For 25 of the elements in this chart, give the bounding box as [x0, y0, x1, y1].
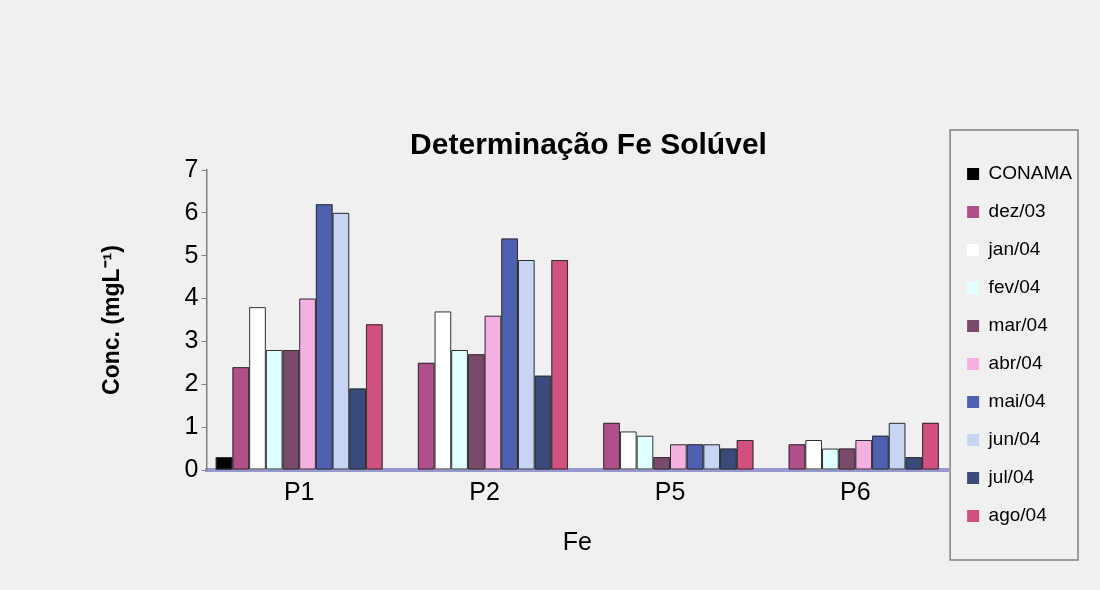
x-tick-label: P5 [654, 476, 686, 505]
x-tick-label: P1 [283, 476, 315, 505]
legend-label: jan/04 [987, 238, 1041, 260]
legend-label: jun/04 [987, 428, 1041, 450]
y-tick-label: 7 [184, 153, 199, 182]
legend-label: dez/03 [988, 200, 1046, 222]
y-axis-title: Conc. (mgL⁻¹) [98, 245, 125, 395]
y-tick-label: 4 [184, 282, 199, 311]
y-tick-label: 3 [184, 325, 199, 354]
x-tick-label: P2 [469, 476, 500, 505]
y-tick-label: 5 [184, 239, 199, 268]
legend-label: abr/04 [988, 352, 1043, 374]
y-tick-label: 0 [184, 453, 199, 482]
legend-label: mar/04 [988, 314, 1049, 336]
y-tick-label: 6 [184, 196, 199, 225]
legend-label: ago/04 [988, 504, 1048, 526]
x-tick-label: P6 [840, 476, 871, 505]
chart-title: Determinação Fe Solúvel [410, 127, 767, 161]
legend-label: jul/04 [987, 466, 1035, 488]
y-tick-label: 2 [184, 368, 199, 397]
legend-label: mai/04 [988, 390, 1047, 412]
x-axis-title: Fe [562, 526, 592, 555]
legend-label: fev/04 [988, 276, 1041, 298]
y-tick-label: 1 [184, 411, 199, 440]
legend-label: CONAMA [988, 162, 1073, 184]
